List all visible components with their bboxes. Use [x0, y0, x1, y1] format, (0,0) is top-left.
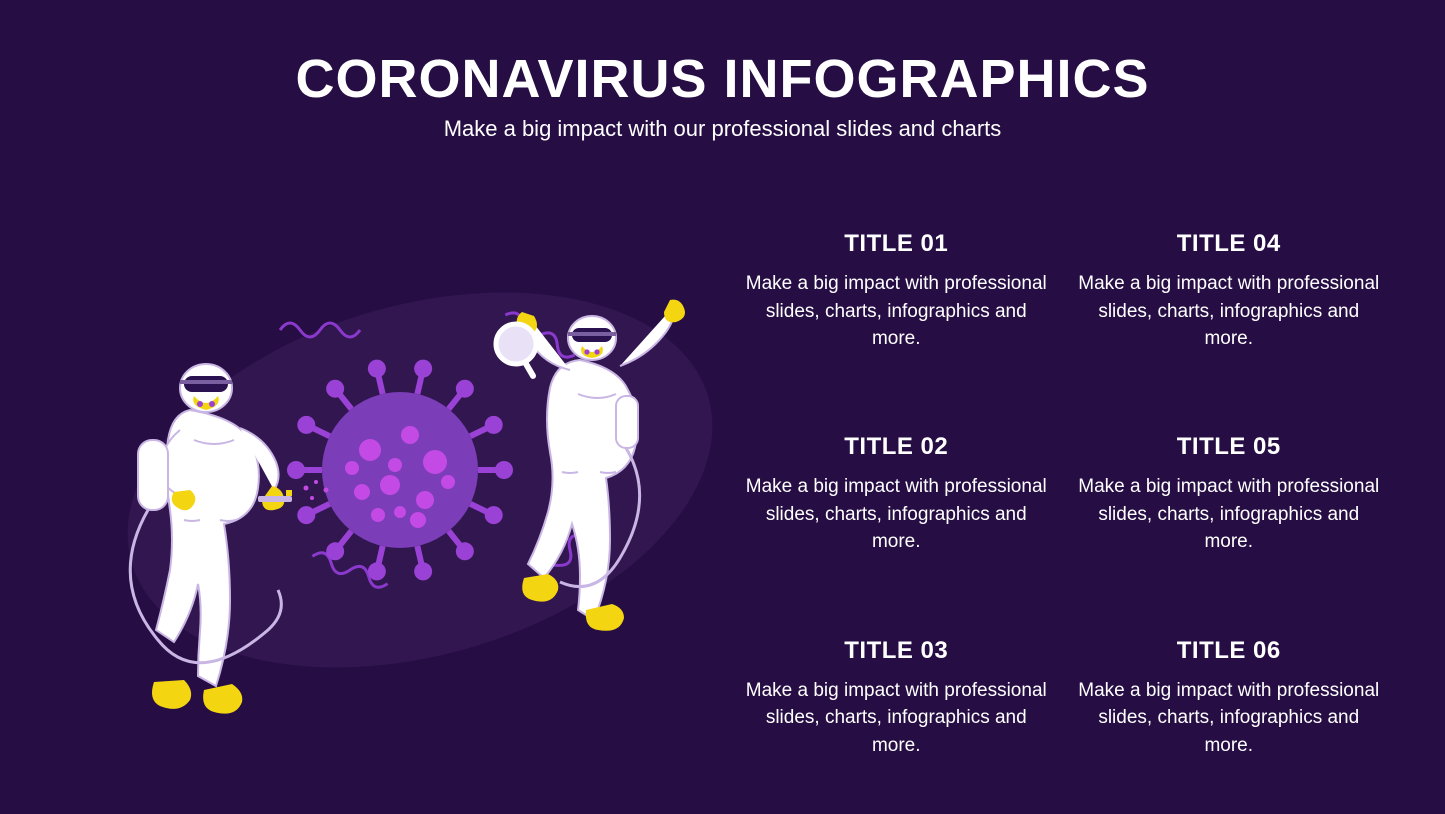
cell-title: TITLE 05: [1073, 433, 1386, 461]
cell-title: TITLE 03: [740, 637, 1053, 665]
cell-body: Make a big impact with professional slid…: [1073, 473, 1386, 556]
slide: CORONAVIRUS INFOGRAPHICS Make a big impa…: [0, 0, 1445, 814]
grid-cell-04: TITLE 04 Make a big impact with professi…: [1073, 230, 1386, 373]
cell-body: Make a big impact with professional slid…: [740, 473, 1053, 556]
cell-body: Make a big impact with professional slid…: [1073, 677, 1386, 760]
grid-cell-02: TITLE 02 Make a big impact with professi…: [740, 433, 1053, 576]
titles-grid: TITLE 01 Make a big impact with professi…: [740, 220, 1445, 780]
page-subtitle: Make a big impact with our professional …: [0, 116, 1445, 142]
grid-cell-05: TITLE 05 Make a big impact with professi…: [1073, 433, 1386, 576]
cell-title: TITLE 06: [1073, 637, 1386, 665]
cell-title: TITLE 01: [740, 230, 1053, 258]
grid-cell-01: TITLE 01 Make a big impact with professi…: [740, 230, 1053, 373]
cell-body: Make a big impact with professional slid…: [1073, 270, 1386, 353]
grid-cell-06: TITLE 06 Make a big impact with professi…: [1073, 637, 1386, 780]
illustration: [0, 220, 740, 740]
cell-title: TITLE 02: [740, 433, 1053, 461]
content: TITLE 01 Make a big impact with professi…: [0, 220, 1445, 780]
cell-body: Make a big impact with professional slid…: [740, 677, 1053, 760]
grid-cell-03: TITLE 03 Make a big impact with professi…: [740, 637, 1053, 780]
cell-title: TITLE 04: [1073, 230, 1386, 258]
cell-body: Make a big impact with professional slid…: [740, 270, 1053, 353]
header: CORONAVIRUS INFOGRAPHICS Make a big impa…: [0, 0, 1445, 142]
page-title: CORONAVIRUS INFOGRAPHICS: [0, 48, 1445, 110]
